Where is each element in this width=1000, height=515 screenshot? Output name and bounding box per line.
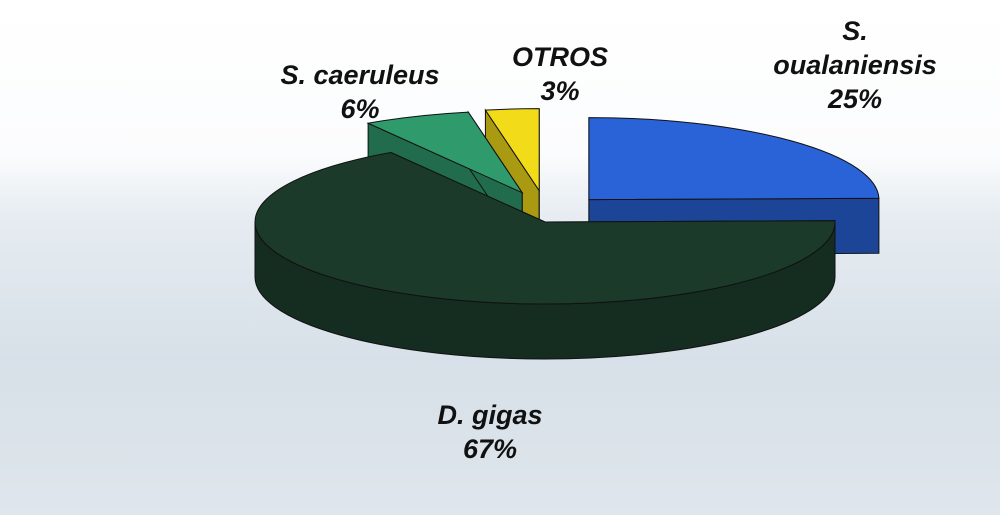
- category-name: D. gigas: [437, 400, 543, 430]
- value-label: 67%: [462, 434, 518, 464]
- slice-top: [588, 117, 880, 201]
- value-label: 6%: [340, 94, 380, 124]
- value-label: 3%: [540, 76, 580, 106]
- slice-label: D. gigas 67%: [390, 398, 590, 466]
- category-name: S. caeruleus: [280, 60, 440, 90]
- slice-label: OTROS 3%: [465, 40, 655, 108]
- slice-top: [366, 111, 524, 194]
- category-name: S. oualaniensis: [773, 16, 937, 80]
- value-label: 25%: [827, 84, 883, 114]
- slice-label: S. oualaniensis 25%: [770, 14, 940, 116]
- slice-top: [484, 108, 540, 193]
- slice-top: [254, 151, 836, 305]
- slice-label: S. caeruleus 6%: [250, 58, 470, 126]
- category-name: OTROS: [511, 42, 608, 72]
